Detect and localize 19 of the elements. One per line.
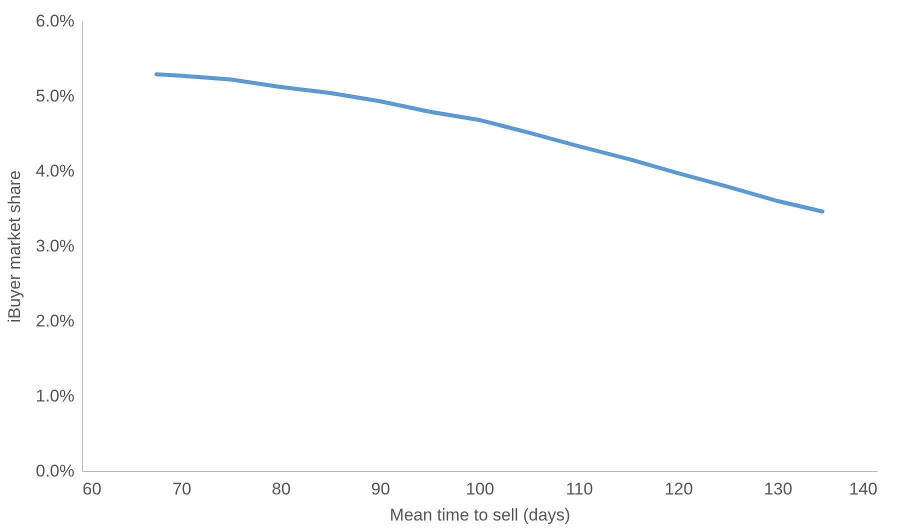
x-tick-label: 90 — [371, 480, 390, 498]
y-tick-label: 0.0% — [36, 462, 74, 480]
x-tick-label: 140 — [849, 480, 878, 498]
y-axis-title: iBuyer market share — [4, 170, 24, 323]
x-tick-label: 60 — [82, 480, 102, 498]
y-tick-label: 5.0% — [36, 86, 74, 106]
y-tick-label: 3.0% — [36, 236, 74, 256]
x-tick-label: 80 — [272, 480, 291, 498]
x-tick-label: 70 — [172, 480, 192, 498]
y-tick-label: 1.0% — [36, 386, 74, 406]
x-tick-label: 100 — [466, 480, 494, 498]
y-tick-label: 2.0% — [36, 312, 74, 330]
y-tick-label: 4.0% — [36, 162, 74, 180]
y-tick-label: 6.0% — [36, 12, 74, 30]
x-tick-label: 120 — [664, 480, 693, 498]
x-axis-title: Mean time to sell (days) — [390, 506, 570, 524]
x-tick-label: 110 — [566, 480, 593, 498]
line-series — [154, 72, 824, 214]
x-tick-label: 130 — [764, 480, 792, 498]
